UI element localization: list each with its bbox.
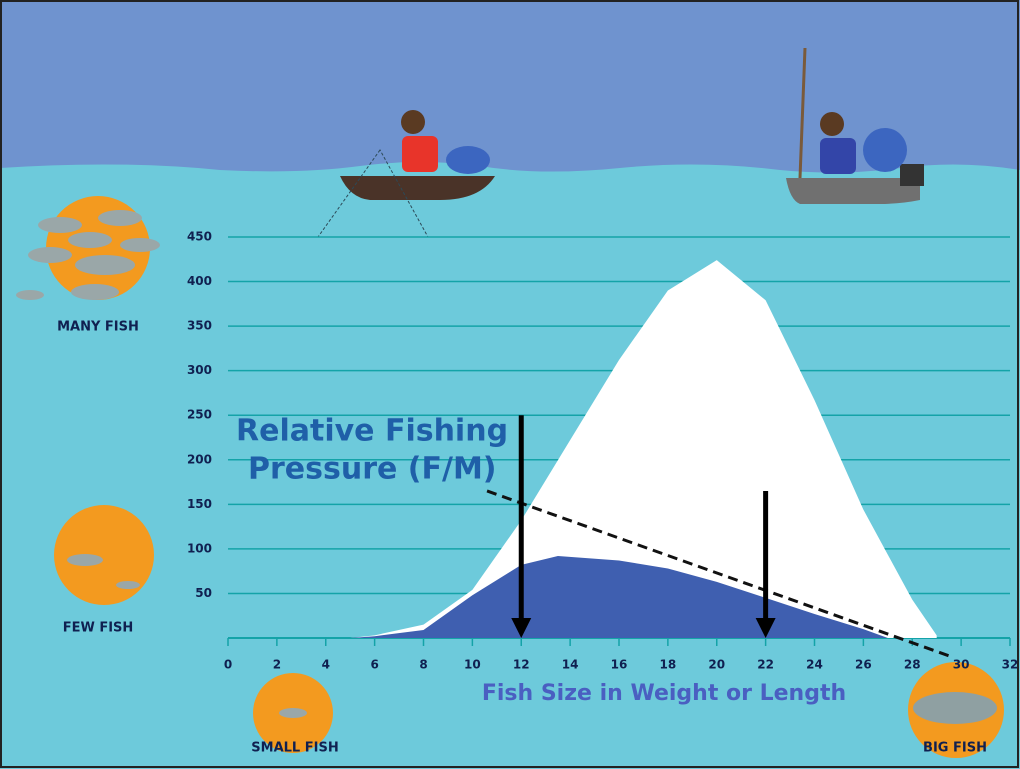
- x-tick-label: 24: [806, 658, 823, 672]
- x-tick-label: 12: [513, 658, 530, 672]
- x-tick-label: 8: [419, 658, 427, 672]
- sky: [0, 0, 1020, 173]
- arrow-head: [755, 618, 776, 638]
- y-tick-label: 250: [187, 408, 212, 422]
- x-tick-label: 14: [562, 658, 579, 672]
- pressure-line: [486, 489, 950, 658]
- x-tick-label: 22: [757, 658, 774, 672]
- y-tick-label: 450: [187, 230, 212, 244]
- pressure-label: Relative Fishing: [236, 414, 508, 449]
- x-tick-label: 0: [224, 658, 232, 672]
- abundance-label: FEW FISH: [63, 621, 134, 636]
- pressure-label: Pressure (F/M): [248, 452, 497, 487]
- x-tick-label: 4: [322, 658, 330, 672]
- abundance-label: BIG FISH: [923, 741, 987, 756]
- x-tick-label: 16: [611, 658, 628, 672]
- area: [350, 260, 937, 638]
- x-tick-label: 20: [708, 658, 725, 672]
- y-tick-label: 150: [187, 497, 212, 511]
- x-tick-label: 26: [855, 658, 872, 672]
- x-tick-label: 10: [464, 658, 481, 672]
- fish-icons: [16, 196, 1004, 758]
- y-tick-label: 300: [187, 363, 212, 377]
- x-tick-label: 18: [660, 658, 677, 672]
- abundance-label: MANY FISH: [57, 320, 139, 335]
- arrow-head: [511, 618, 532, 638]
- x-tick-label: 2: [273, 658, 281, 672]
- area: [350, 556, 888, 638]
- x-tick-label: 30: [953, 658, 970, 672]
- x-tick-label: 6: [370, 658, 378, 672]
- y-tick-label: 50: [195, 586, 212, 600]
- y-tick-label: 400: [187, 274, 212, 288]
- y-tick-label: 200: [187, 452, 212, 466]
- x-tick-label: 28: [904, 658, 921, 672]
- x-tick-label: 32: [1002, 658, 1019, 672]
- line-boat: [786, 47, 924, 204]
- abundance-label: SMALL FISH: [251, 741, 338, 756]
- y-tick-label: 350: [187, 319, 212, 333]
- y-tick-label: 100: [187, 541, 212, 555]
- x-axis-label: Fish Size in Weight or Length: [482, 681, 846, 706]
